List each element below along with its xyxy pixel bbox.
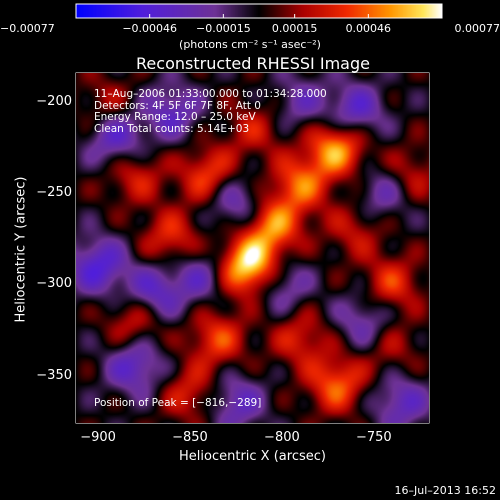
- colorbar-tick-label: 0.00077: [454, 22, 500, 35]
- peak-position-label: Position of Peak = [−816,−289]: [94, 397, 262, 409]
- heatmap-plot: [76, 73, 429, 423]
- colorbar-unit-label: (photons cm⁻² s⁻¹ asec⁻²): [179, 38, 321, 51]
- y-axis-tick-label: −200: [36, 94, 72, 110]
- colorbar-tick-label: 0.00015: [271, 22, 318, 35]
- colorbar-tick-label: −0.00015: [195, 22, 251, 35]
- x-axis-tick-label: −850: [172, 430, 208, 445]
- y-axis-tick-label: −250: [36, 185, 72, 201]
- generation-timestamp: 16–Jul–2013 16:52: [394, 484, 496, 497]
- observation-info: 11–Aug–2006 01:33:00.000 to 01:34:28.000…: [94, 88, 327, 135]
- info-line-detectors: Detectors: 4F 5F 6F 7F 8F, Att 0: [94, 99, 261, 112]
- colorbar-tick-label: −0.00077: [0, 22, 55, 35]
- info-line-energy: Energy Range: 12.0 – 25.0 keV: [94, 111, 256, 123]
- x-axis-title: Heliocentric X (arcsec): [179, 449, 326, 464]
- x-axis-tick-label: −800: [264, 430, 300, 445]
- y-axis-title: Heliocentric Y (arcsec): [13, 176, 29, 323]
- colorbar-tick-label: −0.00046: [122, 22, 178, 35]
- info-line-counts: Clean Total counts: 5.14E+03: [94, 122, 250, 135]
- x-axis-tick-label: −750: [355, 430, 392, 445]
- info-line-time: 11–Aug–2006 01:33:00.000 to 01:34:28.000: [94, 88, 327, 100]
- chart-title: Reconstructed RHESSI Image: [136, 54, 370, 73]
- colorbar-frame: [75, 3, 443, 19]
- y-axis-tick-label: −350: [36, 367, 72, 383]
- y-axis-tick-label: −300: [36, 276, 72, 292]
- colorbar: [76, 4, 442, 18]
- colorbar-tick-label: 0.00046: [345, 22, 392, 35]
- x-axis-tick-label: −900: [80, 430, 116, 445]
- colorbar-ticks: [75, 14, 443, 18]
